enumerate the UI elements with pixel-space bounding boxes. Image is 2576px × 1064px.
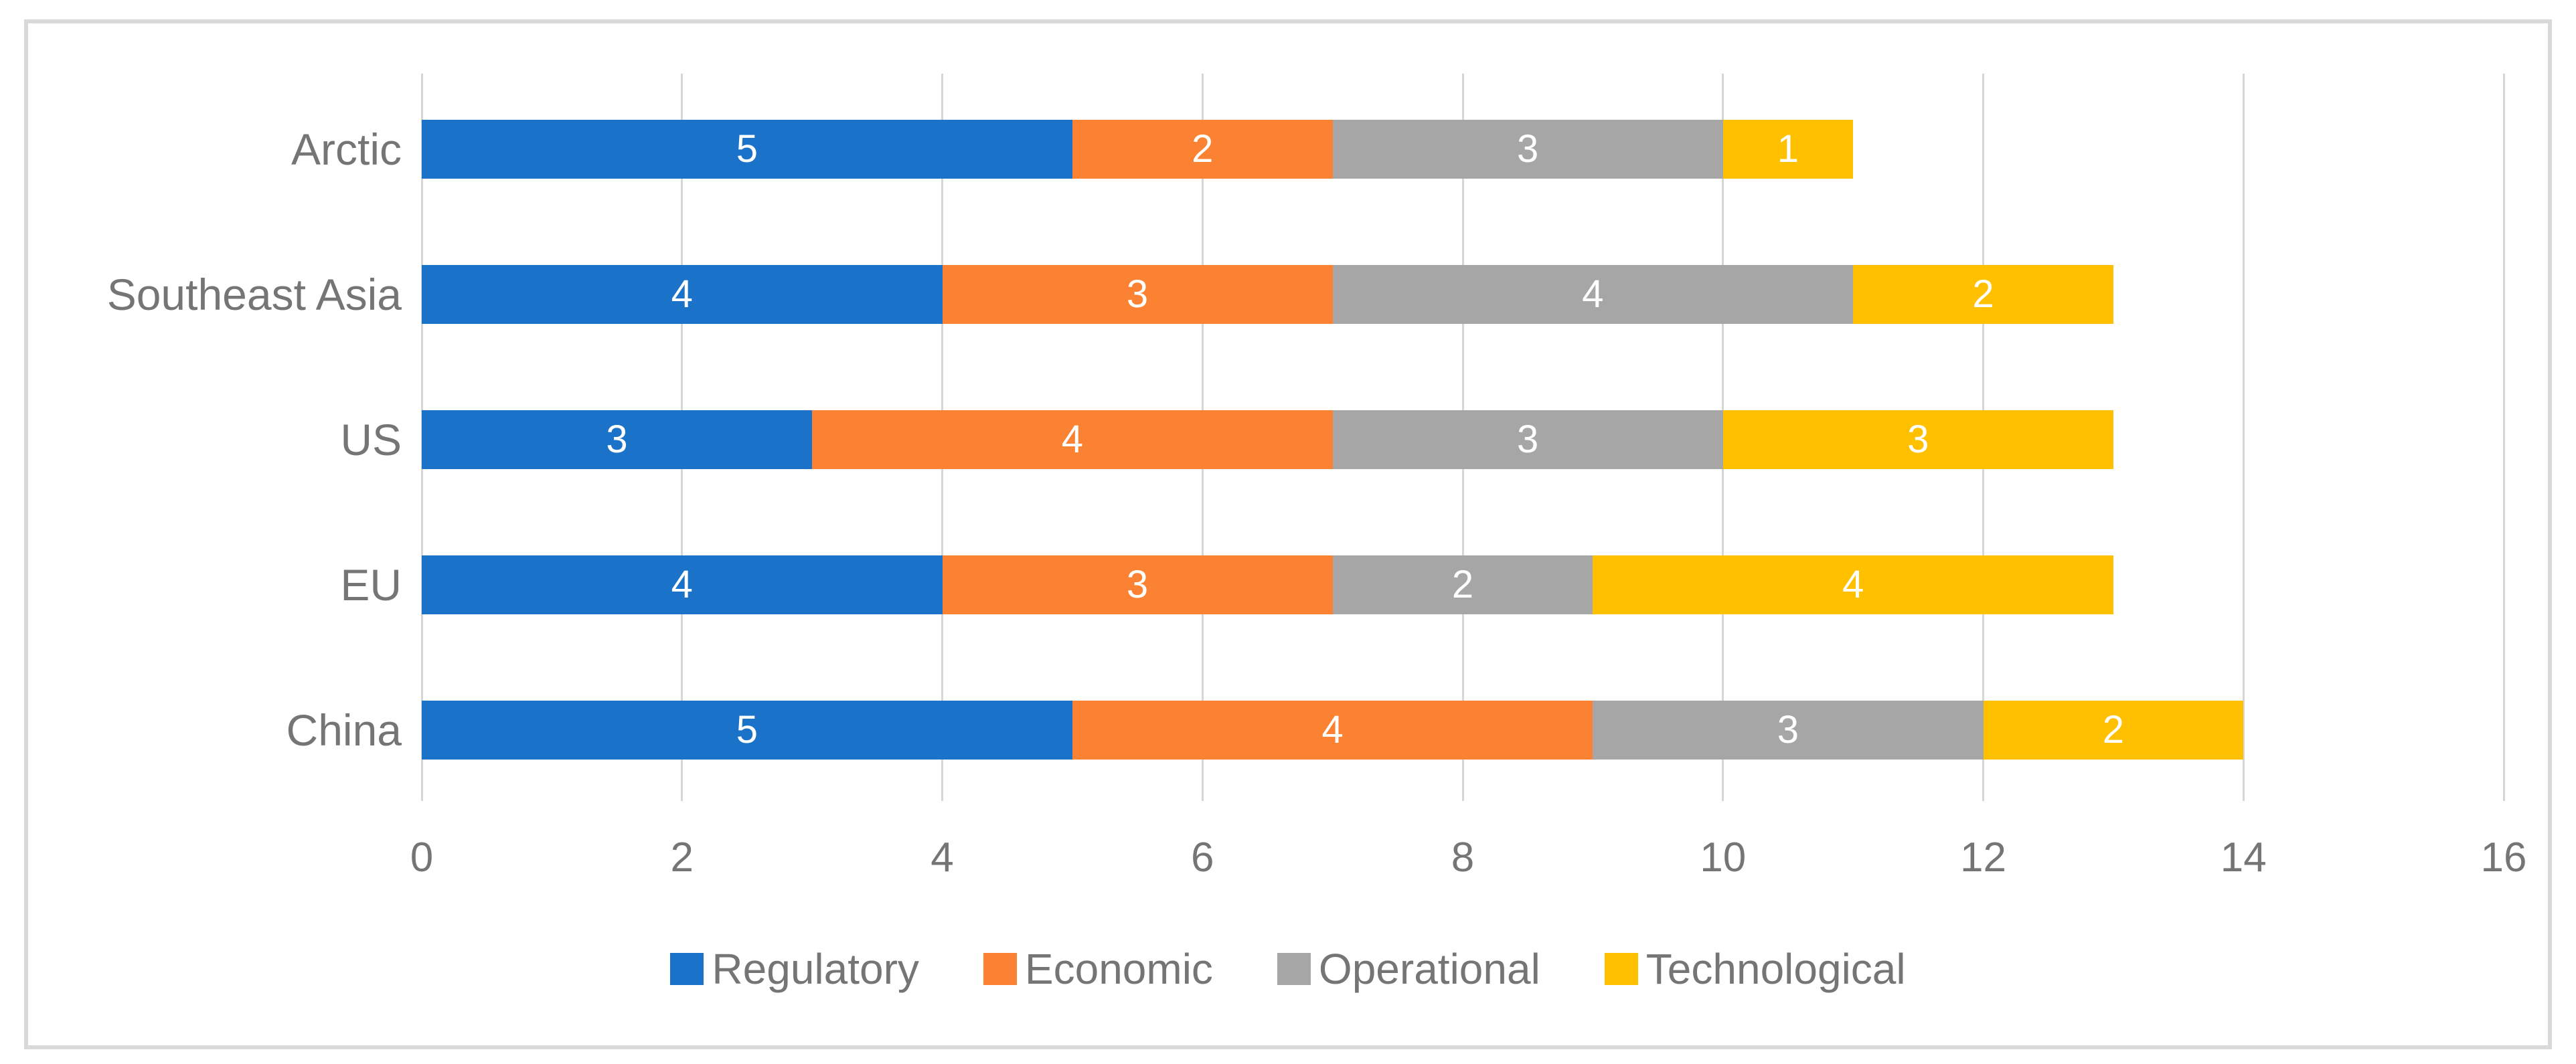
bar-segment-operational: 3 (1593, 701, 1984, 760)
bar-segment-regulatory: 5 (422, 701, 1072, 760)
bar-value-label: 4 (1321, 708, 1344, 751)
legend-item-operational: Operational (1277, 948, 1540, 990)
x-tick-label: 16 (2480, 834, 2527, 881)
x-tick-label: 8 (1451, 834, 1475, 881)
bar-segment-operational: 3 (1332, 120, 1723, 179)
bar-segment-operational: 4 (1332, 265, 1854, 324)
bar-value-label: 5 (736, 127, 758, 171)
x-tick-label: 12 (1960, 834, 2006, 881)
category-label: Arctic (291, 124, 402, 174)
bar-value-label: 2 (1972, 272, 1994, 316)
bar-segment-technological: 1 (1722, 120, 1854, 179)
bar-segment-economic: 4 (1072, 701, 1593, 760)
bar-value-label: 2 (1192, 127, 1214, 171)
bar-segment-economic: 4 (812, 410, 1333, 469)
bar-segment-economic: 3 (942, 265, 1333, 324)
category-label: US (340, 415, 402, 464)
legend-item-economic: Economic (983, 948, 1213, 990)
bar-value-label: 4 (1061, 418, 1083, 461)
bar-value-label: 3 (1517, 127, 1539, 171)
bar-value-label: 3 (1777, 708, 1799, 751)
category-label: China (286, 705, 402, 755)
bar-segment-operational: 2 (1332, 555, 1593, 614)
x-tick-label: 6 (1191, 834, 1214, 881)
legend-label: Technological (1645, 945, 1906, 993)
x-tick-label: 4 (931, 834, 954, 881)
bar-segment-regulatory: 3 (422, 410, 813, 469)
bar-value-label: 4 (1842, 563, 1864, 606)
bar-segment-technological: 2 (1853, 265, 2113, 324)
bar-value-label: 2 (2102, 708, 2124, 751)
legend-label: Operational (1318, 945, 1540, 993)
legend-item-regulatory: Regulatory (670, 948, 919, 990)
bar-segment-regulatory: 4 (422, 555, 943, 614)
bar-value-label: 2 (1451, 563, 1474, 606)
legend-label: Economic (1024, 945, 1213, 993)
category-label: Southeast Asia (106, 270, 402, 319)
bar-value-label: 3 (1517, 418, 1539, 461)
bar-value-label: 4 (1582, 272, 1604, 316)
bar-value-label: 3 (606, 418, 628, 461)
bar-value-label: 4 (671, 563, 693, 606)
bar-value-label: 5 (736, 708, 758, 751)
bar-segment-technological: 3 (1722, 410, 2113, 469)
x-tick-label: 2 (670, 834, 694, 881)
bar-segment-economic: 2 (1072, 120, 1333, 179)
bar-value-label: 3 (1126, 272, 1149, 316)
x-tick-label: 0 (410, 834, 434, 881)
bar-segment-operational: 3 (1332, 410, 1723, 469)
legend: Regulatory Economic Operational Technologic… (24, 936, 2552, 1002)
bar-value-label: 1 (1777, 127, 1799, 171)
legend-marker-icon (983, 953, 1017, 985)
category-label: EU (340, 560, 402, 610)
legend-marker-icon (1604, 953, 1638, 985)
bar-value-label: 3 (1907, 418, 1929, 461)
legend-label: Regulatory (712, 945, 919, 993)
x-tick-label: 14 (2220, 834, 2267, 881)
gridline-x-14 (2242, 74, 2245, 801)
legend-marker-icon (670, 953, 704, 985)
bar-segment-technological: 2 (1983, 701, 2244, 760)
legend-item-technological: Technological (1604, 945, 1906, 993)
bar-segment-economic: 3 (942, 555, 1333, 614)
x-tick-label: 10 (1700, 834, 1747, 881)
gridline-x-16 (2502, 74, 2505, 801)
legend-marker-icon (1277, 953, 1311, 985)
bar-value-label: 4 (671, 272, 693, 316)
bar-segment-regulatory: 5 (422, 120, 1072, 179)
bar-segment-regulatory: 4 (422, 265, 943, 324)
bar-segment-technological: 4 (1593, 555, 2113, 614)
chart-frame (24, 19, 2552, 1049)
bar-value-label: 3 (1126, 563, 1149, 606)
